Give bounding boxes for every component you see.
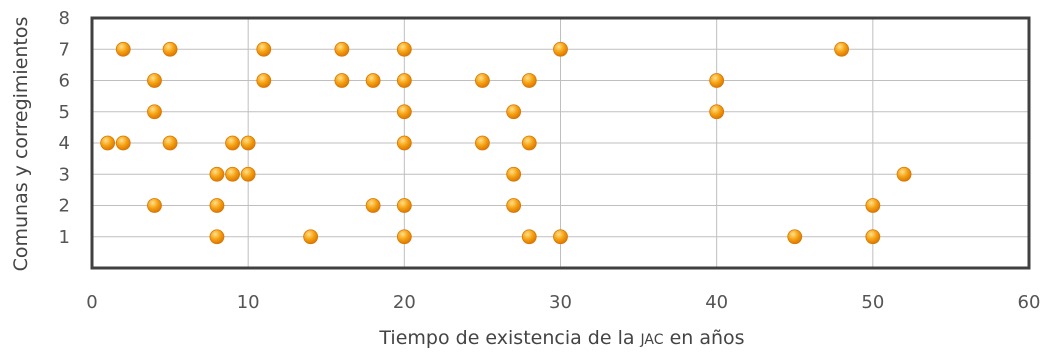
data-point (396, 73, 412, 88)
data-point (225, 135, 240, 151)
data-point (709, 104, 725, 120)
data-point (303, 229, 319, 245)
x-tick-label: 0 (86, 292, 97, 313)
data-point (506, 166, 522, 182)
data-point (553, 41, 568, 57)
data-points (100, 41, 912, 245)
data-point (334, 41, 350, 57)
data-point (365, 198, 381, 213)
y-tick-label: 3 (59, 164, 70, 185)
data-point (475, 73, 490, 88)
x-tick-label: 50 (861, 292, 884, 313)
data-point (365, 73, 381, 88)
y-tick-label: 2 (59, 196, 70, 217)
data-point (209, 166, 225, 182)
y-tick-label: 4 (59, 133, 70, 154)
data-point (475, 135, 490, 151)
y-tick-label: 7 (59, 39, 70, 60)
data-point (100, 135, 116, 151)
data-point (162, 135, 178, 151)
data-point (240, 135, 256, 151)
x-tick-labels: 0 10 20 30 40 50 60 (86, 292, 1040, 313)
y-tick-label: 5 (59, 102, 70, 123)
y-tick-label: 6 (59, 71, 70, 92)
data-point (147, 73, 162, 88)
data-point (147, 104, 162, 120)
data-point (521, 135, 537, 151)
data-point (709, 73, 725, 88)
x-tick-label: 10 (237, 292, 260, 313)
y-axis-title: Comunas y corregimientos (10, 17, 32, 272)
data-point (334, 73, 350, 88)
data-point (256, 73, 272, 88)
x-tick-label: 40 (705, 292, 728, 313)
x-axis-title: Tiempo de existencia de la JAC en años (378, 327, 744, 349)
data-point (396, 104, 412, 120)
data-point (209, 198, 225, 213)
y-tick-labels: 1 2 3 4 5 6 7 8 (59, 8, 70, 248)
y-tick-label: 1 (59, 227, 70, 248)
plot-area-frame (90, 16, 1031, 270)
data-point (506, 104, 522, 120)
data-point (521, 229, 537, 245)
data-point (396, 198, 412, 213)
data-point (506, 198, 522, 213)
data-point (240, 166, 256, 182)
x-tick-label: 60 (1018, 292, 1041, 313)
data-point (115, 135, 131, 151)
data-point (521, 73, 537, 88)
data-point (396, 229, 412, 245)
data-point (865, 229, 881, 245)
y-tick-label: 8 (59, 8, 70, 29)
data-point (209, 229, 225, 245)
data-point (787, 229, 803, 245)
data-point (396, 41, 412, 57)
data-point (162, 41, 178, 57)
data-point (396, 135, 412, 151)
data-point (256, 41, 272, 57)
data-point (115, 41, 131, 57)
x-tick-label: 20 (393, 292, 416, 313)
data-point (553, 229, 568, 245)
data-point (834, 41, 849, 57)
data-point (225, 166, 240, 182)
data-point (865, 198, 881, 213)
data-point (896, 166, 912, 182)
x-tick-label: 30 (549, 292, 572, 313)
data-point (147, 198, 162, 213)
